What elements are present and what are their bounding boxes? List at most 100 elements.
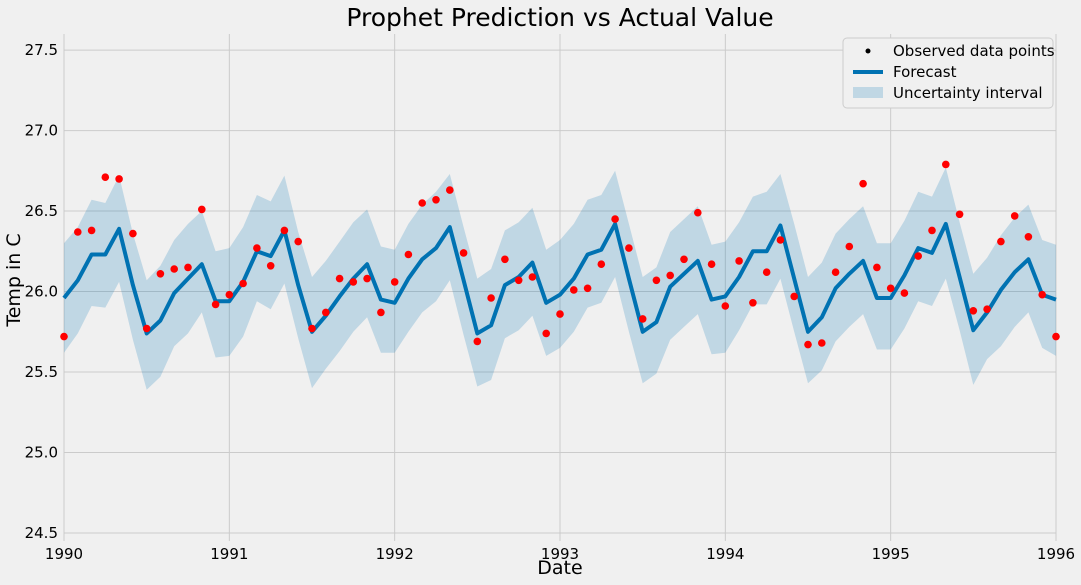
observed-point [60,332,68,341]
y-tick-labels: 24.5 25.0 25.5 26.0 26.5 27.0 27.5 [25,41,58,542]
observed-point [198,205,206,214]
observed-point [501,255,509,264]
observed-point [955,210,964,219]
observed-point [652,276,661,285]
observed-points [60,160,1060,349]
observed-point [928,226,936,235]
observed-point [859,179,867,188]
y-tick-label: 26.0 [25,283,58,301]
observed-point [707,260,716,269]
observed-point [294,237,303,246]
observed-point [404,250,413,259]
observed-point [487,294,495,302]
legend-box [842,37,1054,109]
y-axis-title: Temp in C [3,233,25,327]
observed-point [570,286,578,294]
observed-point [129,229,137,238]
observed-point [142,324,151,333]
observed-point [459,249,468,257]
observed-point [762,268,771,277]
y-tick-label: 24.5 [25,524,58,542]
observed-point [680,255,688,264]
uncertainty-band [64,167,1056,390]
observed-point [266,262,275,270]
observed-point [280,226,289,235]
observed-point [239,279,247,288]
observed-point [1010,212,1019,220]
observed-point [886,284,895,293]
legend-band-swatch [853,87,883,98]
y-tick-label: 27.5 [25,41,58,59]
observed-point [597,260,606,269]
observed-point [74,228,82,236]
observed-point [942,160,950,169]
observed-point [349,278,358,286]
observed-point [101,173,110,181]
observed-point [694,208,702,217]
observed-point [721,302,730,310]
observed-point [969,307,978,315]
legend-dot-swatch [865,48,871,54]
observed-point [211,300,220,309]
observed-point [831,268,840,277]
forecast-line [62,221,1057,336]
observed-point [611,215,619,223]
observed-point [583,284,592,293]
observed-point [749,299,757,307]
observed-point [1024,233,1033,241]
x-tick-label: 1993 [541,545,579,563]
observed-point [542,329,550,338]
x-tick-label: 1990 [45,545,83,563]
legend-label-interval: Uncertainty interval [893,84,1043,102]
observed-point [735,257,743,265]
observed-point [390,278,399,286]
y-tick-label: 26.5 [25,202,58,220]
observed-point [1052,332,1060,341]
observed-point [308,324,316,333]
x-tick-label: 1995 [872,545,910,563]
legend: Observed data points Forecast Uncertaint… [842,37,1055,109]
observed-point [873,263,881,272]
x-tick-label: 1991 [210,545,248,563]
observed-point [335,274,344,283]
x-tick-labels: 1990 1991 1992 1993 1994 1995 1996 [45,545,1075,563]
observed-point [625,244,633,252]
observed-point [184,263,192,272]
observed-point [914,252,922,260]
legend-label-forecast: Forecast [893,63,957,81]
observed-point [156,270,165,278]
x-tick-label: 1994 [706,545,744,563]
observed-point [638,315,647,323]
observed-point [666,271,674,280]
observed-point [514,276,523,285]
observed-point [804,340,812,349]
observed-point [983,305,991,314]
observed-point [377,308,385,317]
observed-point [528,273,537,281]
observed-point [225,290,234,299]
observed-point [900,289,909,297]
chart-title: Prophet Prediction vs Actual Value [346,3,773,32]
observed-point [790,292,798,301]
observed-point [818,339,826,347]
legend-label-observed: Observed data points [893,42,1055,60]
observed-point [776,236,785,244]
observed-point [845,242,854,251]
observed-point [170,265,178,273]
x-tick-label: 1992 [376,545,414,563]
x-axis-title: Date [537,557,582,579]
observed-point [997,237,1005,246]
y-tick-label: 27.0 [25,122,58,140]
observed-point [1038,290,1046,299]
observed-point [87,226,96,235]
observed-point [418,199,427,207]
observed-point [253,244,261,252]
x-tick-label: 1996 [1037,545,1075,563]
y-tick-label: 25.5 [25,363,58,381]
observed-point [115,175,123,183]
observed-point [473,337,482,346]
observed-point [446,186,454,194]
observed-point [432,196,440,204]
observed-point [556,310,564,318]
